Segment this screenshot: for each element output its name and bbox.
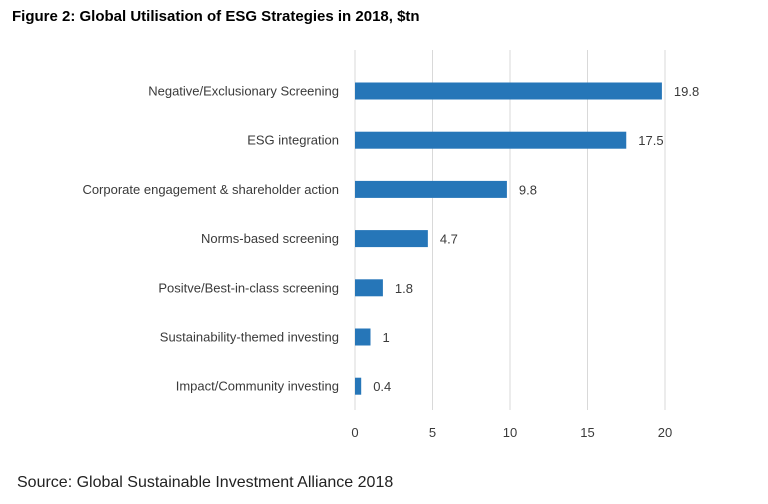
bar <box>355 230 428 248</box>
figure-title: Figure 2: Global Utilisation of ESG Stra… <box>12 8 420 25</box>
bar-chart: Negative/Exclusionary Screening ESG integ… <box>0 40 768 460</box>
bar <box>355 82 662 100</box>
data-label: 19.8 <box>674 84 699 99</box>
x-tick-label: 10 <box>503 425 517 440</box>
gridlines <box>354 50 666 410</box>
category-label: ESG integration <box>247 133 339 148</box>
data-label: 0.4 <box>373 379 391 394</box>
category-label: Impact/Community investing <box>176 379 339 394</box>
bars <box>355 82 662 395</box>
category-label: Norms-based screening <box>201 231 339 246</box>
x-tick-label: 15 <box>580 425 594 440</box>
bar <box>355 377 362 395</box>
data-label: 1.8 <box>395 281 413 296</box>
bar <box>355 180 507 198</box>
bar <box>355 328 371 346</box>
x-tick-label: 20 <box>658 425 672 440</box>
data-label: 17.5 <box>638 133 663 148</box>
x-axis-ticks: 0 5 10 15 20 <box>351 425 672 440</box>
bar-chart-svg: Negative/Exclusionary Screening ESG integ… <box>82 50 699 440</box>
category-label: Negative/Exclusionary Screening <box>148 84 339 99</box>
category-label: Corporate engagement & shareholder actio… <box>82 182 339 197</box>
x-tick-label: 0 <box>351 425 358 440</box>
category-label: Sustainability-themed investing <box>160 330 339 345</box>
category-label: Positve/Best-in-class screening <box>158 280 339 295</box>
data-labels: 19.8 17.5 9.8 4.7 1.8 1 0.4 <box>373 84 699 394</box>
bar <box>355 131 627 149</box>
data-label: 1 <box>383 330 390 345</box>
bar <box>355 279 383 297</box>
x-tick-label: 5 <box>429 425 436 440</box>
category-labels: Negative/Exclusionary Screening ESG integ… <box>82 84 339 394</box>
data-label: 9.8 <box>519 182 537 197</box>
data-label: 4.7 <box>440 232 458 247</box>
source-note: Source: Global Sustainable Investment Al… <box>17 474 394 491</box>
